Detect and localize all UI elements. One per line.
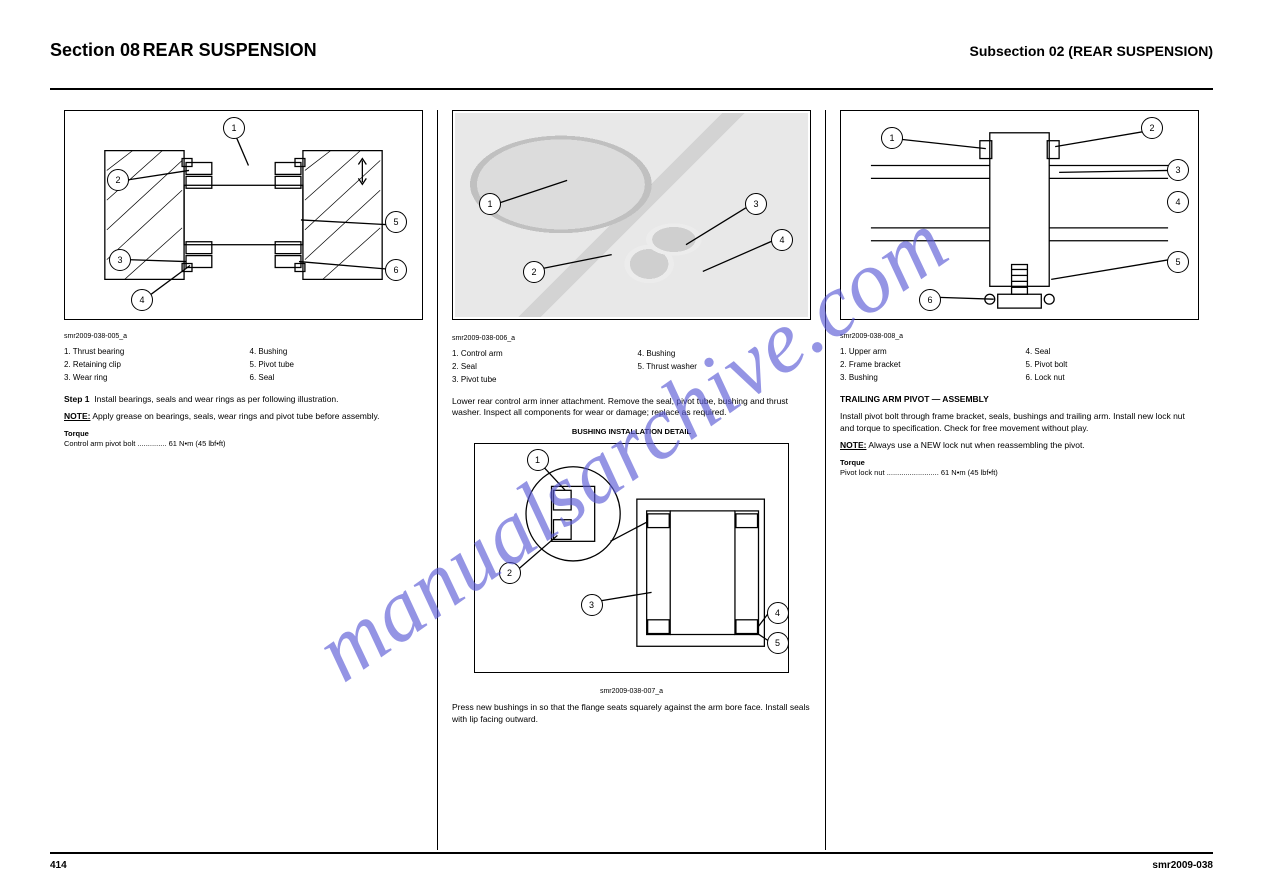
callout-4: 4 [767,602,789,624]
step-text: Install bearings, seals and wear rings a… [94,394,338,404]
legend-item: 3. Bushing [840,373,1014,384]
note-text: Always use a NEW lock nut when reassembl… [868,440,1084,450]
note-label: NOTE: [64,411,90,421]
torque-value: Control arm pivot bolt .............. 61… [64,439,226,448]
legend-item: 4. Bushing [638,349,812,360]
legend-item: 6. Seal [250,373,424,384]
legend-item: 3. Pivot tube [452,375,626,386]
callout-5: 5 [385,211,407,233]
callout-2: 2 [499,562,521,584]
column-1: 1 2 3 4 5 6 smr2009-038-005_a 1. Thrust … [50,110,437,850]
callout-5: 5 [1167,251,1189,273]
figure-1-drawing [65,111,422,319]
callout-1: 1 [479,193,501,215]
page-header: Section 08 REAR SUSPENSION Subsection 02… [50,40,1213,90]
page-footer: 414 smr2009-038 [50,852,1213,871]
note-label: NOTE: [840,440,866,450]
header-section: Section 08 [50,40,140,60]
callout-1: 1 [527,449,549,471]
figure-3-caption: smr2009-038-008_a [840,332,1199,341]
step-number: Step 1 [64,394,90,404]
column-3: 1 2 3 4 5 6 smr2009-038-008_a 1. Upper a… [825,110,1213,850]
callout-6: 6 [919,289,941,311]
col2-para-b: Press new bushings in so that the flange… [452,702,811,725]
legend-item: 5. Thrust washer [638,362,812,373]
torque-value: Pivot lock nut .........................… [840,468,998,477]
footer-page-number: 414 [50,860,67,871]
figure-3-legend: 1. Upper arm 4. Seal 2. Frame bracket 5.… [840,347,1199,383]
figure-1-legend: 1. Thrust bearing 4. Bushing 2. Retainin… [64,347,423,383]
figure-2b: 1 2 3 4 5 [474,443,790,673]
callout-3: 3 [745,193,767,215]
callout-4: 4 [1167,191,1189,213]
figure-2a-caption: smr2009-038-006_a [452,334,811,343]
header-subtitle: Subsection 02 (REAR SUSPENSION) [970,43,1214,59]
legend-item: 4. Seal [1026,347,1200,358]
figure-2a-overlay [453,111,810,319]
callout-2: 2 [1141,117,1163,139]
callout-1: 1 [881,127,903,149]
callout-3: 3 [581,594,603,616]
content-columns: 1 2 3 4 5 6 smr2009-038-005_a 1. Thrust … [50,110,1213,850]
legend-item: 2. Frame bracket [840,360,1014,371]
col3-heading: TRAILING ARM PIVOT — ASSEMBLY [840,394,1199,405]
torque-label: Torque [64,429,89,438]
torque-label: Torque [840,458,865,467]
legend-item: 3. Wear ring [64,373,238,384]
figure-2a-legend: 1. Control arm 4. Bushing 2. Seal 5. Thr… [452,349,811,385]
legend-item: 4. Bushing [250,347,424,358]
callout-3: 3 [1167,159,1189,181]
figure-2b-drawing [475,444,789,672]
figure-2a: 1 2 3 4 [452,110,811,320]
callout-4: 4 [131,289,153,311]
callout-4: 4 [771,229,793,251]
column-2: 1 2 3 4 smr2009-038-006_a 1. Control arm… [437,110,825,850]
header-subsection: REAR SUSPENSION [143,40,317,60]
figure-1-caption: smr2009-038-005_a [64,332,423,341]
callout-2: 2 [107,169,129,191]
callout-2: 2 [523,261,545,283]
legend-item: 1. Control arm [452,349,626,360]
legend-item: 2. Retaining clip [64,360,238,371]
footer-doc-code: smr2009-038 [1152,860,1213,871]
note-text: Apply grease on bearings, seals, wear ri… [92,411,379,421]
figure-2b-caption: smr2009-038-007_a [452,687,811,696]
figure-3: 1 2 3 4 5 6 [840,110,1199,320]
callout-6: 6 [385,259,407,281]
legend-item: 2. Seal [452,362,626,373]
legend-item: 5. Pivot bolt [1026,360,1200,371]
legend-item: 1. Thrust bearing [64,347,238,358]
col2-para-a: Lower rear control arm inner attachment.… [452,396,811,419]
figure-2b-title: BUSHING INSTALLATION DETAIL [452,427,811,437]
callout-3: 3 [109,249,131,271]
legend-item: 5. Pivot tube [250,360,424,371]
legend-item: 1. Upper arm [840,347,1014,358]
callout-5: 5 [767,632,789,654]
figure-1: 1 2 3 4 5 6 [64,110,423,320]
col3-para: Install pivot bolt through frame bracket… [840,411,1199,434]
legend-item: 6. Lock nut [1026,373,1200,384]
callout-1: 1 [223,117,245,139]
